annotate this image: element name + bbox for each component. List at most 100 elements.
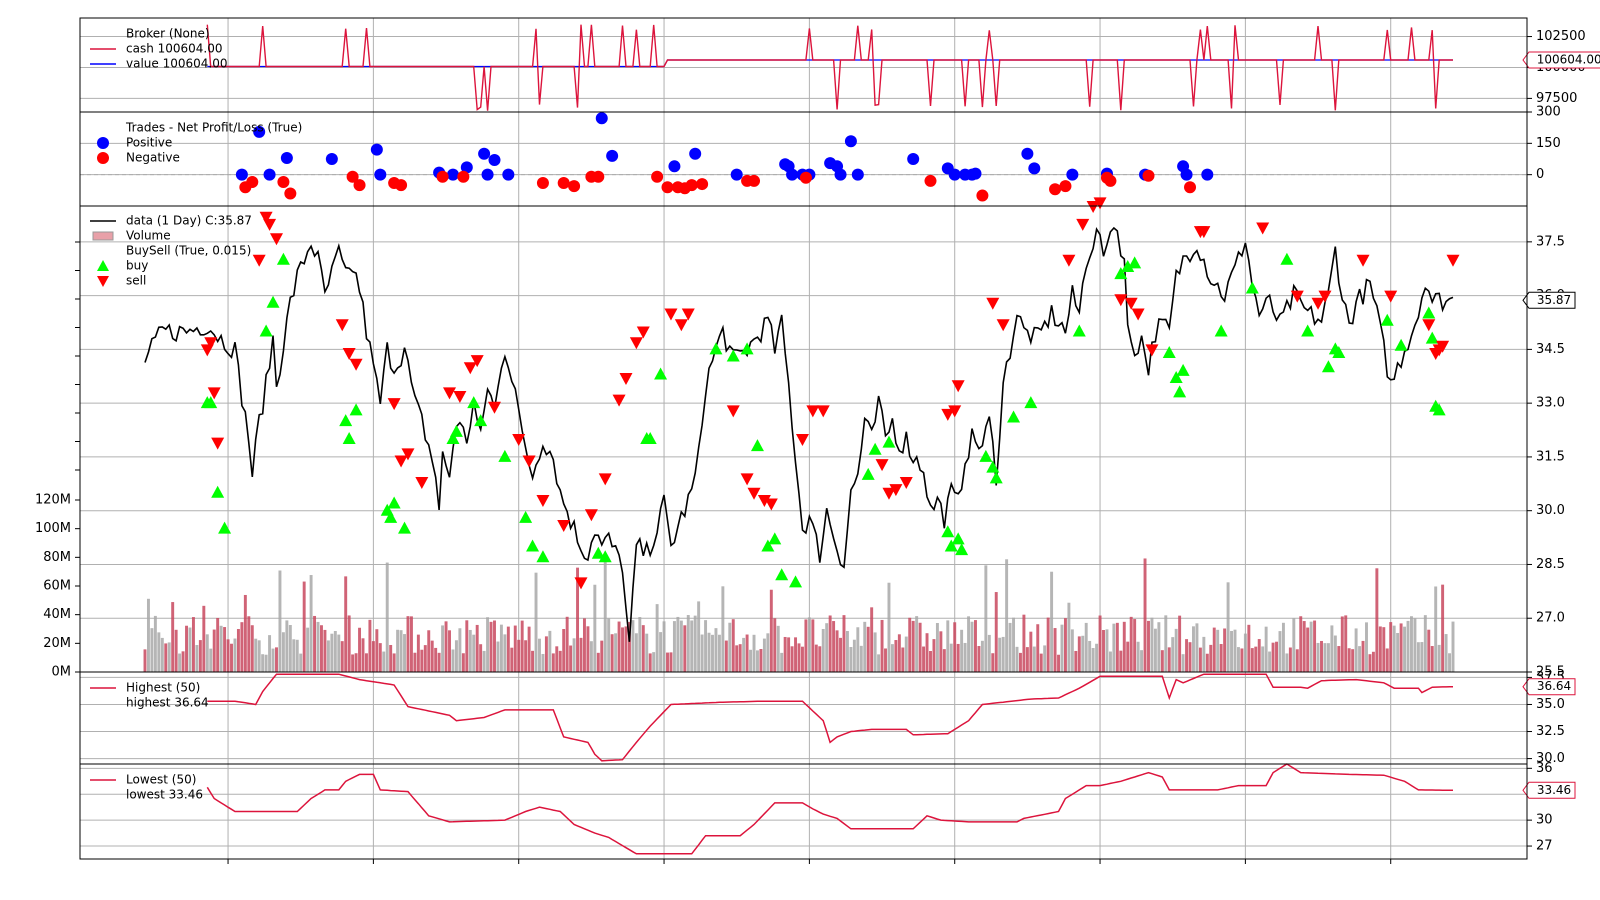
volume-bar [1320, 640, 1323, 672]
volume-bar [1416, 642, 1420, 672]
sell-signal-marker [875, 459, 889, 472]
broker-tick-label: 102500 [1536, 29, 1586, 44]
volume-bar [517, 639, 521, 672]
trades-tick-label: 150 [1536, 136, 1561, 151]
sell-signal-marker [636, 326, 650, 339]
lowest-tick-label: 36 [1536, 761, 1553, 776]
positive-trade-point [668, 160, 681, 173]
sell-signal-marker [899, 477, 913, 490]
buy-signal-marker [1128, 256, 1142, 269]
volume-bar [627, 621, 631, 672]
sell-signal-marker [1114, 294, 1128, 307]
volume-bar [1212, 627, 1216, 672]
buy-signal-marker [941, 525, 955, 538]
highest-tick-label: 35.0 [1536, 697, 1565, 712]
volume-bar [209, 648, 213, 672]
volume-bar [555, 646, 559, 672]
volume-bar [787, 637, 791, 672]
buy-signal-marker [861, 467, 875, 480]
volume-bar [354, 653, 358, 672]
volume-bar [153, 615, 157, 672]
lowest-legend-label: lowest 33.46 [126, 788, 203, 802]
volume-bar [1236, 647, 1240, 672]
volume-bar [704, 620, 708, 672]
volume-bar [593, 584, 597, 672]
highest-frame [79, 671, 1528, 765]
volume-bar [1240, 648, 1244, 672]
volume-bar [1371, 651, 1375, 672]
positive-trade-point [948, 168, 961, 181]
volume-bar [811, 619, 815, 672]
volume-bar [621, 627, 624, 672]
volume-bar [299, 653, 303, 672]
buy-signal-marker [1245, 281, 1259, 294]
volume-bar [1261, 646, 1265, 672]
sell-signal-marker [598, 473, 612, 486]
volume-bar [880, 619, 884, 672]
volume-bar [1198, 647, 1202, 672]
volume-bar [524, 640, 528, 672]
buy-signal-marker [598, 550, 612, 563]
volume-bar [1302, 621, 1306, 672]
volume-bar [662, 621, 666, 672]
sell-signal-marker [882, 487, 896, 500]
volume-bar [558, 650, 562, 672]
volume-bar [980, 640, 984, 672]
volume-bar [641, 625, 645, 672]
price-legend-label: BuySell (True, 0.015) [126, 244, 251, 258]
volume-bar [344, 576, 348, 672]
volume-bar [261, 654, 265, 672]
volume-bar [378, 643, 382, 672]
volume-bar [1351, 649, 1355, 672]
volume-bar [1150, 617, 1154, 672]
volume-bar [1264, 626, 1268, 672]
volume-bar [472, 634, 476, 672]
negative-trade-point [799, 171, 812, 184]
volume-bar [700, 634, 704, 672]
broker-legend-label: cash 100604.00 [126, 42, 223, 56]
volume-bar [486, 617, 490, 672]
volume-bar [323, 629, 327, 672]
negative-trade-point [557, 177, 570, 190]
volume-bar [942, 649, 946, 672]
volume-bar [1233, 629, 1237, 672]
buy-signal-marker [536, 550, 550, 563]
volume-bar [1202, 636, 1206, 672]
sell-signal-marker [415, 477, 429, 490]
volume-bar [634, 633, 638, 672]
volume-bar [690, 620, 694, 672]
volume-bar [766, 633, 770, 672]
volume-bar [316, 621, 320, 672]
buy-signals [200, 252, 1446, 588]
volume-bar [437, 652, 441, 672]
volume-bar [205, 634, 209, 672]
volume-bar [385, 562, 389, 672]
volume-bar [371, 641, 375, 672]
volume-bar [479, 644, 483, 672]
volume-bar [669, 652, 673, 672]
buy-signal-marker [339, 414, 353, 427]
volume-bar [226, 639, 230, 672]
negative-trade-point [924, 174, 937, 187]
volume-bar [1043, 645, 1047, 672]
volume-bar [1060, 624, 1064, 672]
volume-bar [1223, 628, 1227, 672]
volume-bar [994, 592, 998, 672]
volume-bar [441, 625, 445, 672]
volume-bar [1039, 653, 1043, 672]
volume-bar [1247, 624, 1251, 672]
volume-bar [1434, 586, 1438, 672]
volume-bar [150, 628, 154, 672]
volume-bar [901, 647, 905, 672]
volume-bar [541, 653, 545, 672]
volume-bar [1022, 614, 1026, 672]
volume-bar [1012, 617, 1016, 672]
volume-bar [1081, 635, 1085, 672]
volume-bar [1285, 653, 1289, 672]
sell-signal-marker [1062, 254, 1076, 267]
sell-signal-marker [512, 434, 526, 446]
negative-trade-point [748, 174, 761, 187]
volume-bar [1216, 629, 1220, 672]
volume-bar [1254, 646, 1258, 672]
volume-bar [967, 616, 971, 672]
